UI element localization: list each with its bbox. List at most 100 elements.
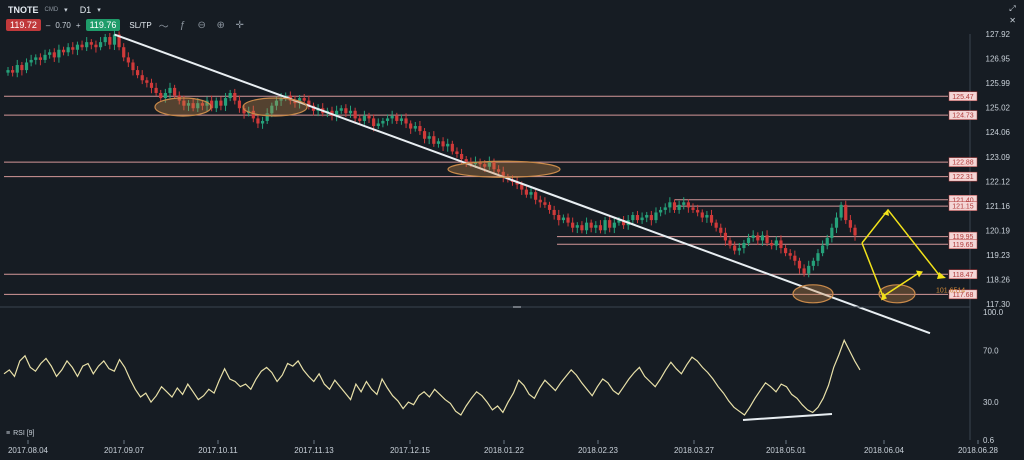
candle-body [191, 103, 195, 109]
candle-body [649, 215, 653, 221]
sell-price-button[interactable]: 119.72 [6, 19, 41, 31]
y-tick-label: 125.99 [986, 79, 1011, 88]
candle-body [515, 181, 519, 185]
volume-decrease-button[interactable]: – [45, 20, 51, 30]
candle-body [520, 184, 524, 190]
candle-body [182, 100, 186, 106]
instrument-tag: CMD [44, 7, 59, 13]
projection-path-upper [861, 208, 941, 277]
candle-body [714, 222, 718, 228]
candle-body [149, 82, 154, 88]
indicators-icon[interactable]: ƒ [179, 19, 186, 31]
candle-body [214, 100, 218, 109]
candle-body [719, 227, 723, 233]
candle-body [737, 248, 741, 251]
candle-body [233, 92, 237, 101]
candle-body [228, 92, 232, 99]
candle-body [612, 222, 616, 228]
candle-body [853, 227, 857, 236]
candle-body [552, 209, 556, 216]
buy-price-button[interactable]: 119.76 [85, 19, 121, 31]
candle-body [399, 118, 404, 121]
sl-tp-button[interactable]: SL/TP [129, 20, 152, 30]
candle-body [122, 47, 126, 58]
candle-body [20, 65, 24, 71]
candle-body [135, 70, 140, 76]
candle-body [830, 227, 834, 238]
candle-body [700, 212, 704, 218]
trendline [114, 33, 931, 335]
candle-body [793, 255, 797, 261]
timeframe-dropdown-icon[interactable]: ▾ [97, 7, 101, 14]
crosshair-icon[interactable]: ✛ [235, 19, 244, 31]
timeframe-selector[interactable]: D1 [79, 5, 92, 15]
candle-body [404, 118, 408, 124]
candle-body [237, 100, 242, 109]
overlay-value: 101.6514 [936, 287, 965, 294]
candle-body [413, 126, 417, 129]
candle-body [584, 222, 589, 231]
volume-increase-button[interactable]: + [75, 20, 81, 30]
candle-body [436, 141, 441, 144]
candle-body [381, 120, 385, 124]
candle-body [293, 100, 297, 104]
candle-body [821, 245, 825, 254]
level-lines [4, 95, 948, 295]
candle-body [270, 105, 274, 114]
level-label: 124.73 [952, 113, 974, 120]
candle-body [154, 87, 158, 93]
line-chart-icon[interactable]: 〜 [158, 21, 169, 33]
close-icon[interactable]: ✕ [1009, 16, 1016, 25]
candle-body [524, 189, 528, 195]
zoom-out-icon[interactable]: ⊖ [197, 19, 206, 31]
candle-body [691, 207, 695, 210]
candle-body [571, 222, 575, 228]
y-tick-label: 126.95 [986, 55, 1011, 64]
candle-body [265, 113, 269, 121]
candle-body [464, 159, 468, 162]
candle-body [659, 209, 663, 213]
level-label: 125.47 [952, 94, 974, 101]
candle-body [339, 108, 343, 111]
candle-body [98, 42, 103, 48]
y-tick-label: 122.12 [986, 177, 1011, 186]
y-tick-label: 124.06 [986, 128, 1011, 137]
symbol-name[interactable]: TNOTE [8, 5, 39, 15]
symbol-dropdown-icon[interactable]: ▾ [64, 7, 68, 14]
candle-body [459, 154, 464, 160]
zoom-in-icon[interactable]: ⊕ [216, 19, 225, 31]
maximize-icon[interactable]: ⤢ [1009, 4, 1016, 13]
x-tick-label: 2018.02.23 [578, 446, 619, 455]
candle-body [844, 204, 848, 221]
candle-body [696, 209, 700, 213]
candle-body [117, 34, 121, 48]
x-tick-label: 2017.10.11 [198, 446, 238, 455]
x-tick-label: 2018.06.04 [864, 446, 905, 455]
candle-body [302, 98, 306, 101]
candle-body [834, 217, 839, 228]
candle-body [61, 49, 66, 53]
candle-body [635, 215, 640, 221]
y-tick-label: 118.26 [986, 276, 1010, 285]
x-tick-label: 2017.12.15 [390, 446, 431, 455]
candle-body [163, 92, 167, 99]
candle-body [307, 100, 311, 106]
candle-body [529, 192, 533, 195]
level-label: 122.88 [952, 160, 974, 167]
level-label-box [948, 201, 978, 211]
candle-body [200, 103, 204, 106]
volume-value[interactable]: 0.70 [55, 20, 71, 30]
rsi-legend[interactable]: ≡ RSI [9] [6, 430, 35, 437]
level-label: 122.31 [952, 174, 974, 181]
candle-body [251, 110, 255, 119]
candle-body [94, 44, 98, 48]
candle-body [219, 100, 223, 106]
candle-body [432, 136, 436, 144]
candle-body [594, 225, 598, 228]
candle-body [131, 62, 135, 71]
candle-body [52, 52, 56, 58]
candle-body [631, 215, 635, 221]
candle-body [751, 235, 755, 238]
settings-icon[interactable]: ≡ [6, 430, 11, 437]
